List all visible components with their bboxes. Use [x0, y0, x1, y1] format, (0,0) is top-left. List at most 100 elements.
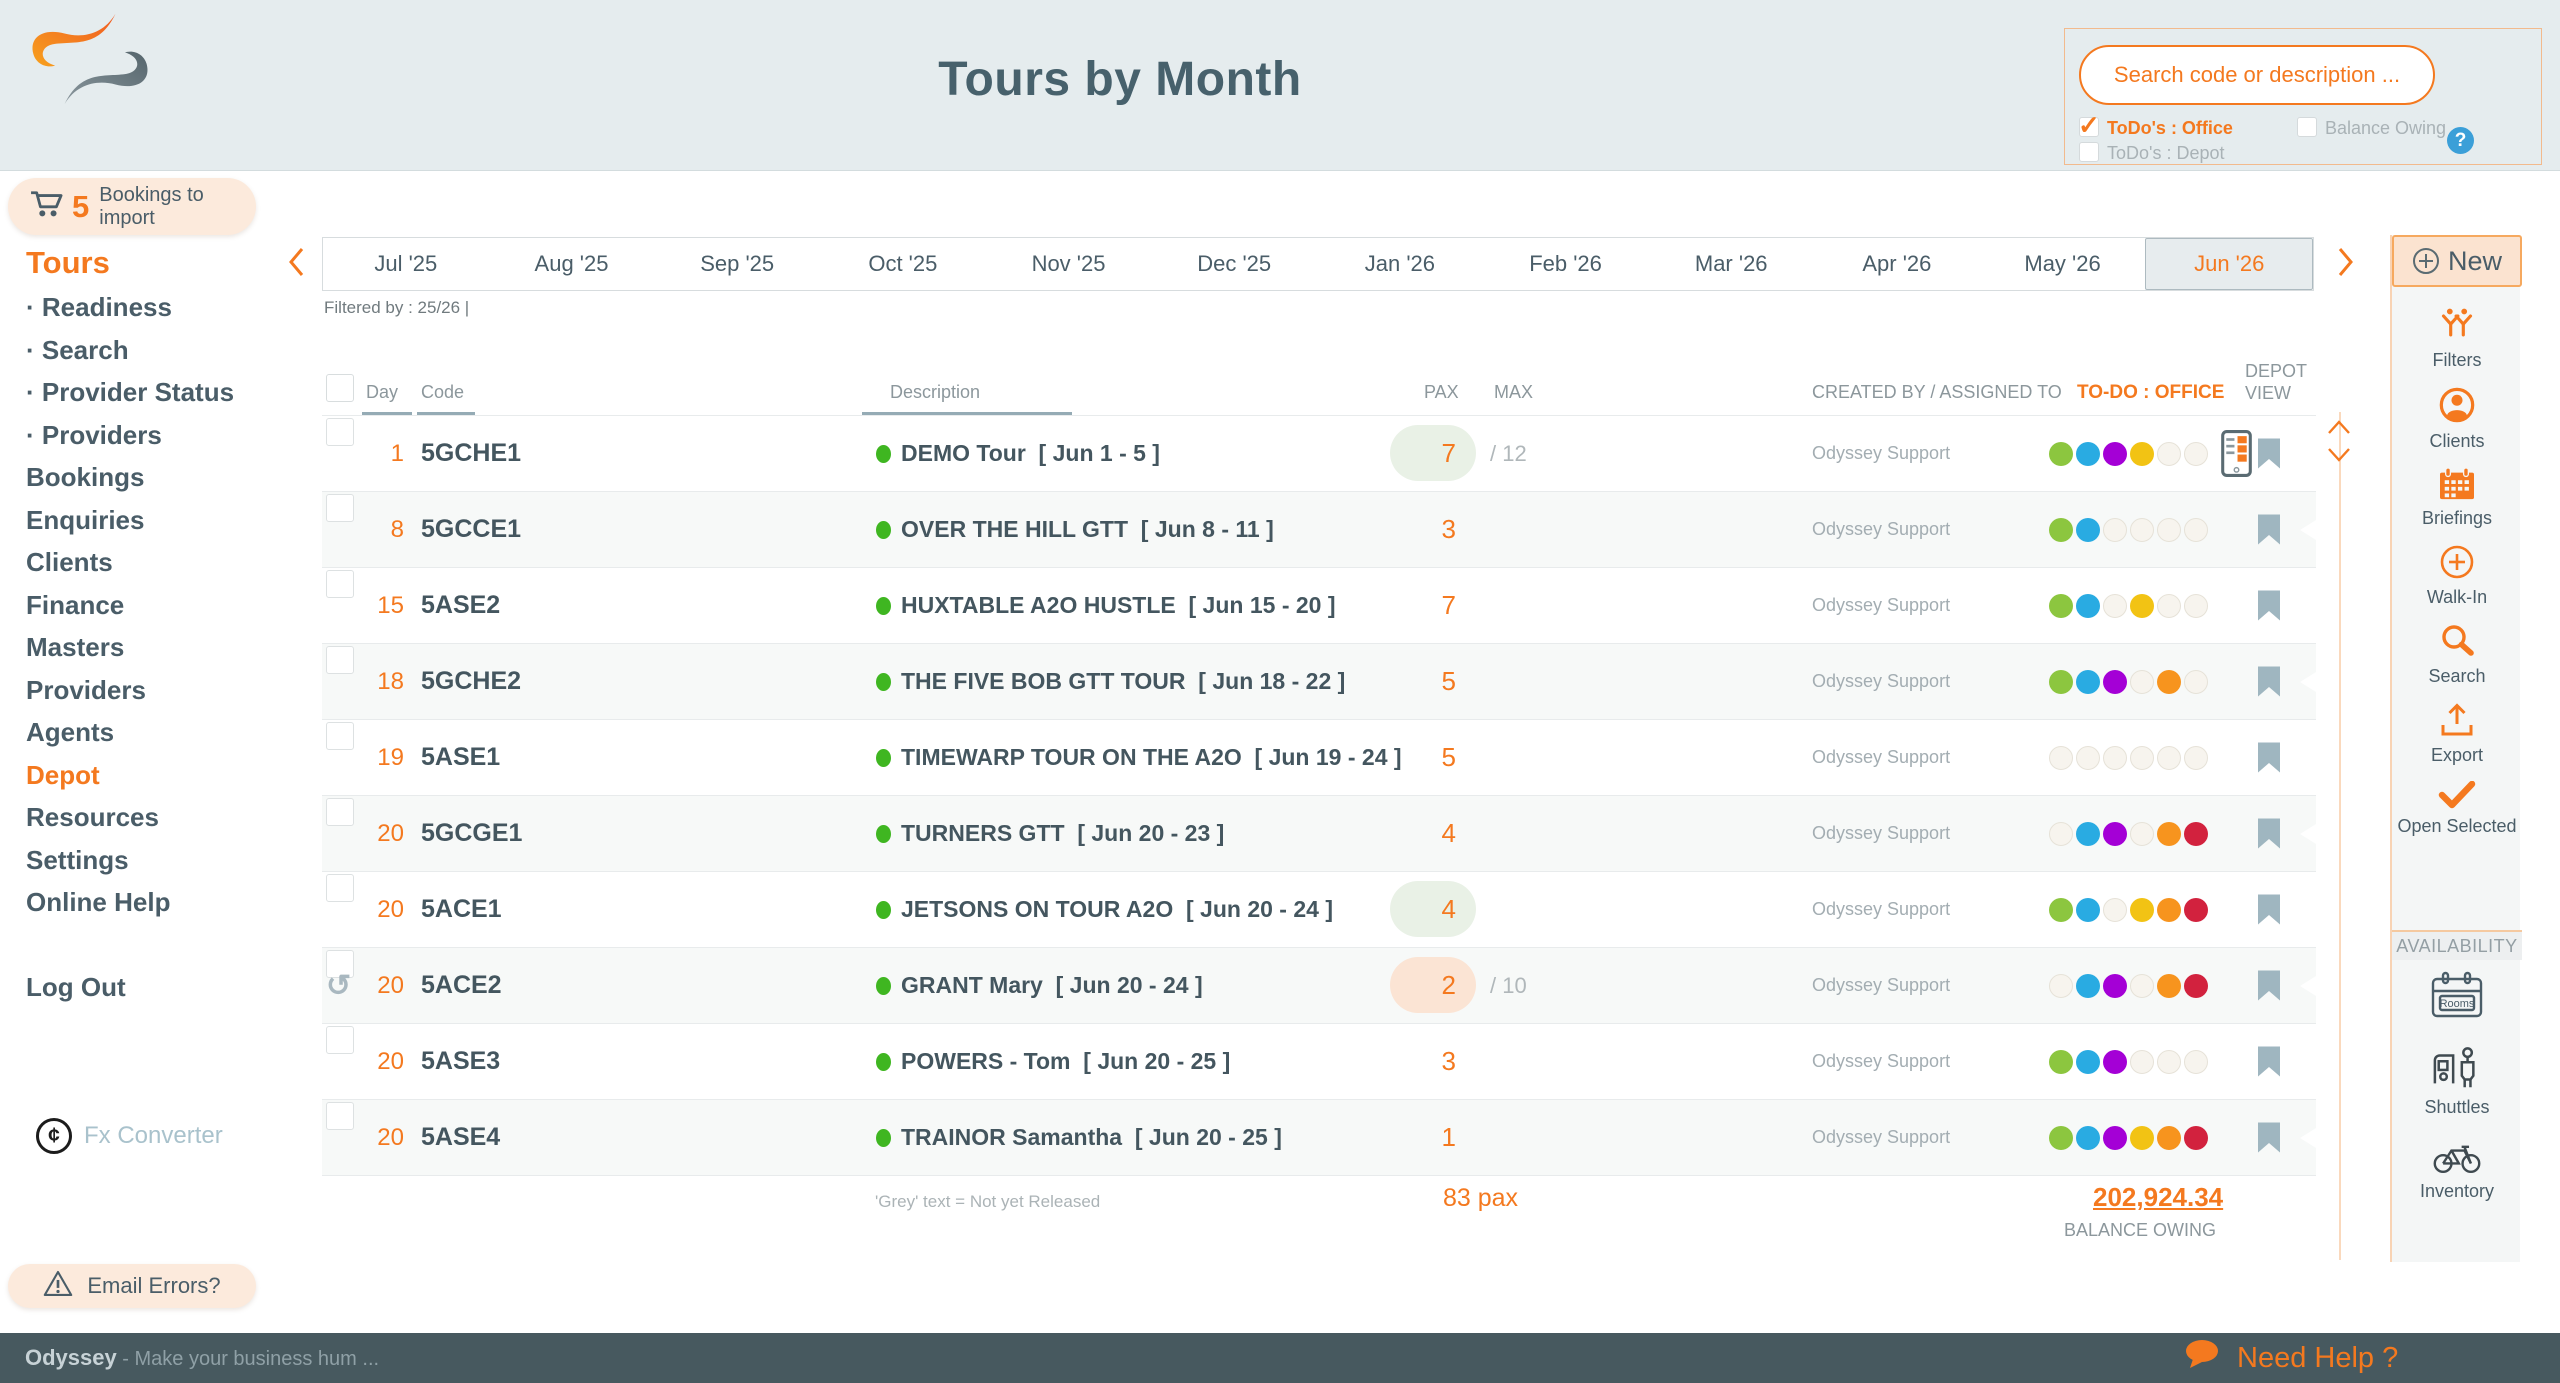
month-tab-feb-26[interactable]: Feb '26 [1529, 251, 1602, 276]
todo-dot-none[interactable] [2130, 669, 2154, 694]
table-row[interactable]: 20 5ASE3 POWERS - Tom [ Jun 20 - 25 ] 3 Odys… [322, 1024, 2316, 1100]
balance-owing-total[interactable]: 202,924.34 [2093, 1182, 2224, 1212]
month-tab-jun-26[interactable]: Jun '26 [2145, 238, 2314, 290]
row-description[interactable]: JETSONS ON TOUR A2O [ Jun 20 - 24 ] [901, 896, 1333, 922]
month-tab-aug-25[interactable]: Aug '25 [534, 251, 609, 276]
need-help-button[interactable]: Need Help ? [2185, 1333, 2398, 1383]
availability-shuttles[interactable]: Shuttles [2424, 1046, 2490, 1118]
todo-dot-none[interactable] [2130, 517, 2154, 542]
todo-dot-purple[interactable] [2103, 441, 2127, 466]
todo-dot-yellow[interactable] [2130, 1125, 2154, 1150]
todo-dot-none[interactable] [2076, 745, 2100, 770]
todo-dot-blue[interactable] [2076, 669, 2100, 694]
row-checkbox[interactable] [326, 418, 354, 446]
col-max[interactable]: MAX [1494, 382, 1534, 402]
table-row[interactable]: 20 5ACE1 JETSONS ON TOUR A2O [ Jun 20 - 24… [322, 872, 2316, 948]
row-code[interactable]: 5ASE3 [421, 1047, 501, 1075]
todo-dot-none[interactable] [2130, 973, 2154, 998]
todo-dot-purple[interactable] [2103, 1125, 2127, 1150]
month-tab-mar-26[interactable]: Mar '26 [1694, 251, 1768, 276]
next-month-icon[interactable] [2336, 246, 2356, 283]
bookmark-icon[interactable] [2258, 514, 2280, 550]
sidebar-item-resources[interactable]: Resources [26, 802, 159, 832]
row-checkbox[interactable] [326, 494, 354, 522]
todo-dot-green[interactable] [2049, 669, 2073, 694]
todo-dot-none[interactable] [2157, 441, 2181, 466]
sidebar-item-masters[interactable]: Masters [26, 632, 125, 662]
todo-dot-green[interactable] [2049, 517, 2073, 542]
sidebar-item-agents[interactable]: Agents [26, 717, 115, 747]
balance-owing-checkbox[interactable] [2297, 117, 2317, 137]
availability-rooms[interactable]: Rooms [2431, 971, 2483, 1024]
todo-dot-purple[interactable] [2103, 821, 2127, 846]
bookmark-icon[interactable] [2258, 894, 2280, 930]
bookings-to-import-button[interactable]: 5 Bookings to import [8, 178, 256, 235]
month-tab-sep-25[interactable]: Sep '25 [700, 251, 775, 276]
todo-dot-none[interactable] [2157, 517, 2181, 542]
panel-action-clients[interactable]: Clients [2429, 386, 2485, 452]
table-row[interactable]: 18 5GCHE2 THE FIVE BOB GTT TOUR [ Jun 18 -… [322, 644, 2316, 720]
panel-action-open-selected[interactable]: Open Selected [2397, 780, 2517, 837]
todo-dot-green[interactable] [2049, 593, 2073, 618]
row-description[interactable]: THE FIVE BOB GTT TOUR [ Jun 18 - 22 ] [901, 668, 1346, 694]
row-description[interactable]: TIMEWARP TOUR ON THE A2O [ Jun 19 - 24 ] [901, 744, 1402, 770]
table-row[interactable]: 20 5ASE4 TRAINOR Samantha [ Jun 20 - 25 ] 1… [322, 1100, 2316, 1176]
panel-action-briefings[interactable]: Briefings [2422, 467, 2492, 529]
todo-dot-none[interactable] [2103, 593, 2127, 618]
bookmark-icon[interactable] [2258, 970, 2280, 1006]
help-icon[interactable]: ? [2447, 127, 2474, 154]
bookmark-icon[interactable] [2258, 1046, 2280, 1082]
sidebar-item-depot[interactable]: Depot [26, 759, 100, 790]
month-tab-dec-25[interactable]: Dec '25 [1197, 251, 1272, 276]
todo-dot-yellow[interactable] [2130, 441, 2154, 466]
month-tab-nov-25[interactable]: Nov '25 [1031, 251, 1106, 276]
select-all-checkbox[interactable] [326, 374, 354, 402]
todo-dot-none[interactable] [2184, 745, 2208, 770]
todo-dot-orange[interactable] [2157, 1125, 2181, 1150]
todo-dot-blue[interactable] [2076, 821, 2100, 846]
month-tab-jan-26[interactable]: Jan '26 [1364, 251, 1435, 276]
todo-dot-none[interactable] [2049, 821, 2073, 846]
todo-dot-red[interactable] [2184, 821, 2208, 846]
row-code[interactable]: 5ACE1 [421, 895, 502, 923]
scroll-down-icon[interactable] [2326, 446, 2352, 469]
sidebar-item-provider-status[interactable]: · Provider Status [26, 377, 235, 407]
todo-depot-checkbox[interactable] [2079, 142, 2099, 162]
todo-dot-blue[interactable] [2076, 1049, 2100, 1074]
todo-dot-orange[interactable] [2157, 669, 2181, 694]
row-code[interactable]: 5ASE1 [421, 743, 501, 771]
row-description[interactable]: OVER THE HILL GTT [ Jun 8 - 11 ] [901, 516, 1274, 542]
month-tab-jul-25[interactable]: Jul '25 [374, 251, 438, 276]
todo-dot-none[interactable] [2049, 745, 2073, 770]
bookmark-icon[interactable] [2258, 438, 2280, 474]
panel-action-filters[interactable]: Filters [2433, 307, 2482, 371]
todo-dot-blue[interactable] [2076, 441, 2100, 466]
col-day[interactable]: Day [366, 382, 399, 402]
bookmark-icon[interactable] [2258, 742, 2280, 778]
row-code[interactable]: 5ASE4 [421, 1123, 501, 1151]
sidebar-item-finance[interactable]: Finance [26, 589, 125, 620]
table-row[interactable]: 1 5GCHE1 DEMO Tour [ Jun 1 - 5 ] 7 / 12 Odyss… [322, 415, 2316, 492]
depot-view-phone-icon[interactable] [2221, 430, 2252, 482]
todo-dot-green[interactable] [2049, 1125, 2073, 1150]
panel-action-export[interactable]: Export [2431, 702, 2483, 766]
todo-dot-blue[interactable] [2076, 1125, 2100, 1150]
todo-dot-none[interactable] [2184, 593, 2208, 618]
table-row[interactable]: 8 5GCCE1 OVER THE HILL GTT [ Jun 8 - 11 ] 3… [322, 492, 2316, 568]
sidebar-item-bookings[interactable]: Bookings [26, 462, 145, 492]
bookmark-icon[interactable] [2258, 666, 2280, 702]
panel-action-search[interactable]: Search [2428, 623, 2486, 687]
row-checkbox[interactable] [326, 950, 354, 978]
todo-dot-none[interactable] [2103, 897, 2127, 922]
row-description[interactable]: HUXTABLE A2O HUSTLE [ Jun 15 - 20 ] [901, 592, 1336, 618]
col-code[interactable]: Code [421, 382, 465, 402]
row-code[interactable]: 5GCGE1 [421, 819, 523, 847]
todo-dot-green[interactable] [2049, 1049, 2073, 1074]
todo-dot-none[interactable] [2184, 669, 2208, 694]
todo-dot-orange[interactable] [2157, 897, 2181, 922]
col-description[interactable]: Description [890, 382, 981, 402]
todo-dot-none[interactable] [2130, 1049, 2154, 1074]
todo-dot-yellow[interactable] [2130, 897, 2154, 922]
col-pax[interactable]: PAX [1424, 382, 1459, 402]
todo-dot-none[interactable] [2103, 745, 2127, 770]
